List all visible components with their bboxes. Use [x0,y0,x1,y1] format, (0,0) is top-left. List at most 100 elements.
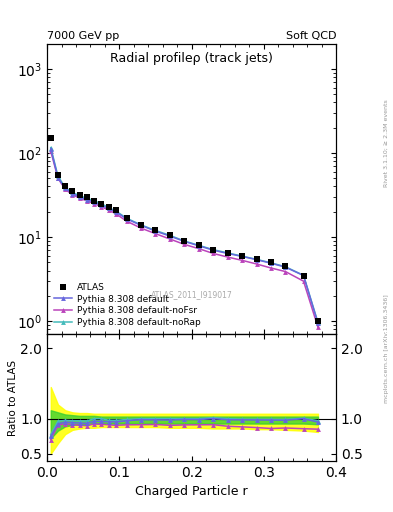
Pythia 8.308 default-noRap [114,208,118,214]
Pythia 8.308 default [182,239,187,245]
Pythia 8.308 default [84,197,89,203]
Pythia 8.308 default-noFsr [63,186,68,193]
ATLAS [106,204,111,210]
Pythia 8.308 default [225,250,230,257]
Pythia 8.308 default-noFsr [283,268,288,274]
X-axis label: Charged Particle r: Charged Particle r [135,485,248,498]
Pythia 8.308 default-noFsr [48,148,53,154]
Pythia 8.308 default [114,209,118,215]
Pythia 8.308 default-noFsr [99,204,104,210]
Pythia 8.308 default-noFsr [316,324,320,330]
Pythia 8.308 default-noRap [316,319,320,326]
ATLAS [182,238,187,244]
Text: Rivet 3.1.10; ≥ 2.3M events: Rivet 3.1.10; ≥ 2.3M events [384,99,389,187]
Pythia 8.308 default-noRap [139,222,143,228]
Pythia 8.308 default-noFsr [56,175,61,181]
Pythia 8.308 default [196,243,201,249]
Y-axis label: Ratio to ATLAS: Ratio to ATLAS [7,359,18,436]
ATLAS [114,207,118,213]
Line: Pythia 8.308 default-noFsr: Pythia 8.308 default-noFsr [48,149,320,330]
Pythia 8.308 default-noRap [167,232,172,239]
ATLAS [283,263,288,269]
Pythia 8.308 default-noFsr [124,218,129,224]
Pythia 8.308 default-noFsr [92,201,96,207]
ATLAS [196,242,201,248]
Pythia 8.308 default [283,264,288,270]
Pythia 8.308 default-noRap [196,242,201,248]
Pythia 8.308 default-noRap [211,247,216,253]
ATLAS [153,227,158,233]
Pythia 8.308 default-noRap [48,144,53,151]
Pythia 8.308 default [70,190,75,197]
Pythia 8.308 default [48,146,53,152]
Pythia 8.308 default-noRap [225,250,230,256]
ATLAS [84,194,89,200]
Pythia 8.308 default-noRap [269,260,274,266]
Pythia 8.308 default-noRap [63,184,68,190]
ATLAS [316,318,320,325]
ATLAS [240,253,244,259]
Pythia 8.308 default-noFsr [240,258,244,264]
Line: Pythia 8.308 default-noRap: Pythia 8.308 default-noRap [48,145,320,325]
Pythia 8.308 default [269,260,274,266]
Pythia 8.308 default [63,185,68,191]
Line: ATLAS: ATLAS [48,135,321,325]
Pythia 8.308 default [254,257,259,263]
Text: mcplots.cern.ch [arXiv:1306.3436]: mcplots.cern.ch [arXiv:1306.3436] [384,294,389,402]
ATLAS [301,272,306,279]
Pythia 8.308 default [316,320,320,326]
Pythia 8.308 default [99,202,104,208]
Text: 7000 GeV pp: 7000 GeV pp [47,31,119,41]
Legend: ATLAS, Pythia 8.308 default, Pythia 8.308 default-noFsr, Pythia 8.308 default-no: ATLAS, Pythia 8.308 default, Pythia 8.30… [51,280,204,331]
Pythia 8.308 default [167,233,172,239]
Pythia 8.308 default [240,253,244,260]
Pythia 8.308 default-noRap [77,193,82,199]
ATLAS [225,250,230,256]
Pythia 8.308 default-noFsr [167,236,172,242]
ATLAS [139,222,143,228]
Pythia 8.308 default-noFsr [153,230,158,237]
Pythia 8.308 default-noFsr [70,191,75,198]
Pythia 8.308 default-noFsr [211,250,216,257]
ATLAS [70,188,75,195]
Pythia 8.308 default-noFsr [182,241,187,247]
Pythia 8.308 default-noFsr [77,195,82,201]
Pythia 8.308 default-noRap [99,201,104,207]
Pythia 8.308 default-noRap [124,215,129,221]
Pythia 8.308 default-noRap [92,198,96,204]
Pythia 8.308 default-noRap [254,257,259,263]
Pythia 8.308 default-noFsr [301,278,306,284]
Pythia 8.308 default [56,175,61,181]
ATLAS [211,247,216,253]
Pythia 8.308 default-noFsr [269,265,274,271]
Pythia 8.308 default-noRap [70,189,75,196]
Line: Pythia 8.308 default: Pythia 8.308 default [48,146,320,326]
Pythia 8.308 default-noRap [153,227,158,233]
ATLAS [48,135,53,141]
Pythia 8.308 default [301,272,306,279]
Pythia 8.308 default-noFsr [106,207,111,213]
Pythia 8.308 default-noFsr [196,246,201,252]
ATLAS [269,260,274,266]
Pythia 8.308 default [106,205,111,211]
Pythia 8.308 default-noRap [240,253,244,259]
Pythia 8.308 default-noFsr [254,261,259,267]
Pythia 8.308 default-noFsr [114,210,118,217]
Text: ATLAS_2011_I919017: ATLAS_2011_I919017 [151,290,233,300]
ATLAS [167,232,172,239]
Pythia 8.308 default [139,222,143,228]
ATLAS [99,201,104,207]
Pythia 8.308 default [77,194,82,200]
Pythia 8.308 default [153,228,158,234]
Pythia 8.308 default-noFsr [225,254,230,260]
Text: Soft QCD: Soft QCD [286,31,336,41]
ATLAS [63,183,68,189]
Pythia 8.308 default-noRap [301,272,306,279]
Pythia 8.308 default [92,199,96,205]
Pythia 8.308 default-noRap [283,264,288,270]
ATLAS [92,198,96,204]
Pythia 8.308 default-noRap [56,173,61,179]
Pythia 8.308 default [124,216,129,222]
ATLAS [77,191,82,198]
Pythia 8.308 default-noFsr [84,198,89,204]
